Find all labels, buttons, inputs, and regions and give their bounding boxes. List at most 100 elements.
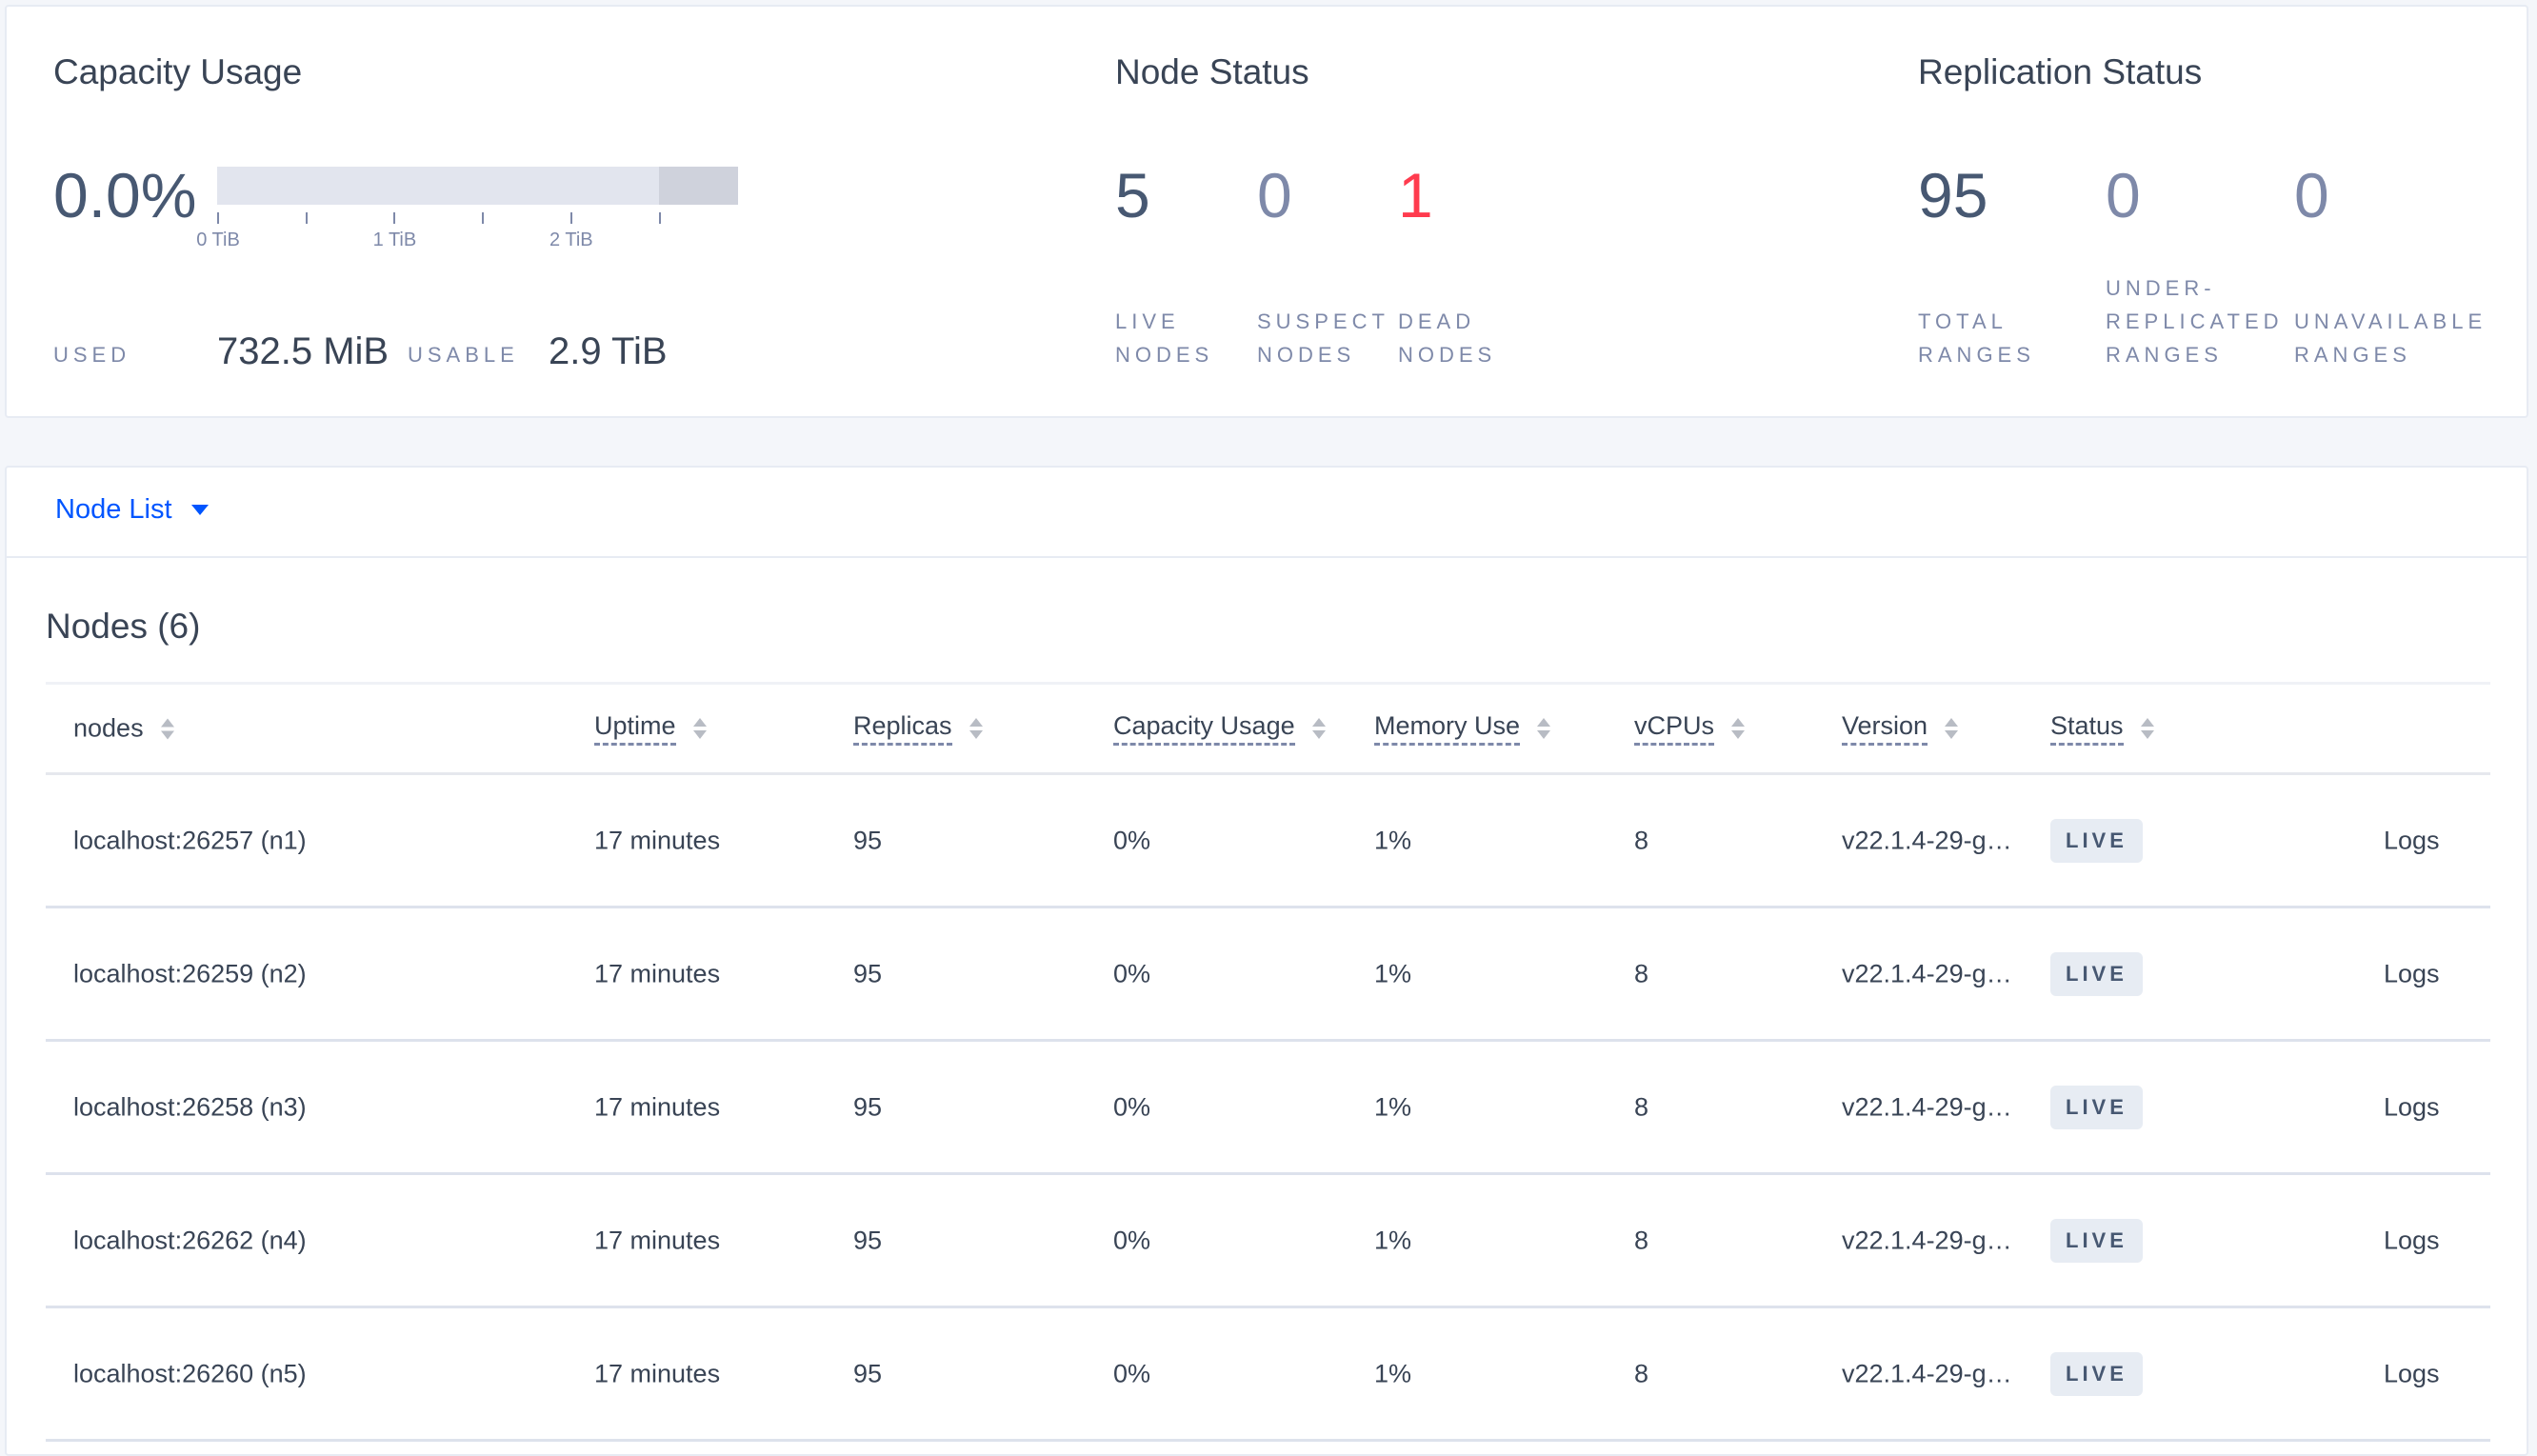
stat-label: UNAVAILABLE <box>2294 309 2487 333</box>
capacity-usage-title: Capacity Usage <box>53 52 303 91</box>
table-row: localhost:26258 (n3) 17 minutes 95 0% 1% 8 v22… <box>46 1042 2490 1175</box>
stat-value: 0 <box>2106 160 2141 230</box>
sort-icon[interactable] <box>969 718 983 739</box>
node-link[interactable]: localhost:26260 (n5) <box>73 1359 307 1387</box>
nodes-heading: Nodes (6) <box>46 607 201 646</box>
capacity-bar <box>217 167 738 205</box>
logs-link[interactable]: Logs <box>2384 1226 2440 1254</box>
vcpus-cell: 8 <box>1634 1092 1649 1121</box>
column-header-label: Memory Use <box>1374 711 1521 746</box>
column-header-vcpus[interactable]: vCPUs <box>1634 711 1746 746</box>
node-link[interactable]: localhost:26262 (n4) <box>73 1226 307 1254</box>
axis-tick-label: 2 TiB <box>549 229 593 250</box>
sort-icon[interactable] <box>692 718 707 739</box>
node-link[interactable]: localhost:26259 (n2) <box>73 959 307 987</box>
logs-link[interactable]: Logs <box>2384 1092 2440 1121</box>
sort-up-icon <box>160 718 174 727</box>
stat-label: NODES <box>1257 343 1356 367</box>
capacity-cell: 0% <box>1113 1092 1151 1121</box>
column-header-nodes[interactable]: nodes <box>73 714 174 744</box>
sort-icon[interactable] <box>1731 718 1746 739</box>
axis-tick <box>658 212 661 224</box>
sort-up-icon <box>1537 718 1551 727</box>
column-header-label: Version <box>1842 711 1928 746</box>
uptime-cell: 17 minutes <box>594 1226 721 1254</box>
axis-tick-label: 1 TiB <box>372 229 417 250</box>
sort-up-icon <box>969 718 983 727</box>
divider <box>7 556 2527 558</box>
axis-tick <box>482 212 485 224</box>
column-header-version[interactable]: Version <box>1842 711 1959 746</box>
column-header-replicas[interactable]: Replicas <box>853 711 983 746</box>
axis-tick <box>569 212 572 224</box>
node-list-card: Node List Nodes (6) nodes Uptime Replicas C… <box>5 466 2528 1456</box>
sort-icon[interactable] <box>160 718 174 739</box>
version-cell: v22.1.4-29-g… <box>1842 826 2012 854</box>
sort-down-icon <box>692 730 707 739</box>
sort-icon[interactable] <box>1537 718 1551 739</box>
capacity-cell: 0% <box>1113 1359 1151 1387</box>
used-value: 732.5 MiB <box>217 330 390 372</box>
stat-label: TOTAL <box>1918 309 2008 333</box>
sort-down-icon <box>1537 730 1551 739</box>
uptime-cell: 17 minutes <box>594 1092 721 1121</box>
used-label: USED <box>53 343 131 367</box>
column-header-capacity-usage[interactable]: Capacity Usage <box>1113 711 1326 746</box>
table-row: localhost:26262 (n4) 17 minutes 95 0% 1% 8 v22… <box>46 1175 2490 1308</box>
node-list-dropdown-label: Node List <box>55 494 172 525</box>
stat-label: DEAD <box>1398 309 1476 333</box>
axis-tick <box>393 212 396 224</box>
column-header-memory-use[interactable]: Memory Use <box>1374 711 1551 746</box>
stat-value: 0 <box>1257 160 1292 230</box>
stat-label: REPLICATED <box>2106 309 2284 333</box>
column-header-label: nodes <box>73 713 144 743</box>
nodes-table: nodes Uptime Replicas Capacity Usage Memory … <box>46 682 2490 1442</box>
version-cell: v22.1.4-29-g… <box>1842 959 2012 987</box>
stat-label: NODES <box>1398 343 1497 367</box>
axis-tick <box>217 212 219 224</box>
column-header-status[interactable]: Status <box>2050 711 2154 746</box>
stat-value: 1 <box>1398 160 1433 230</box>
node-status-title: Node Status <box>1115 52 1309 91</box>
sort-up-icon <box>1311 718 1326 727</box>
node-list-dropdown[interactable]: Node List <box>55 494 209 526</box>
replicas-cell: 95 <box>853 1359 883 1387</box>
sort-down-icon <box>2140 730 2154 739</box>
replicas-cell: 95 <box>853 826 883 854</box>
sort-up-icon <box>692 718 707 727</box>
stat-label: UNDER- <box>2106 276 2216 300</box>
table-row: localhost:26260 (n5) 17 minutes 95 0% 1% 8 v22… <box>46 1308 2490 1442</box>
sort-icon[interactable] <box>1945 718 1959 739</box>
usable-label: USABLE <box>408 343 519 367</box>
capacity-cell: 0% <box>1113 826 1151 854</box>
memory-cell: 1% <box>1374 959 1412 987</box>
column-header-uptime[interactable]: Uptime <box>594 711 707 746</box>
sort-icon[interactable] <box>1311 718 1326 739</box>
sort-up-icon <box>1731 718 1746 727</box>
stat-label: NODES <box>1115 343 1214 367</box>
column-header-label: Capacity Usage <box>1113 711 1295 746</box>
node-link[interactable]: localhost:26258 (n3) <box>73 1092 307 1121</box>
table-row: localhost:26257 (n1) 17 minutes 95 0% 1% 8 v22… <box>46 775 2490 908</box>
logs-link[interactable]: Logs <box>2384 1359 2440 1387</box>
node-link[interactable]: localhost:26257 (n1) <box>73 826 307 854</box>
capacity-bar-remaining <box>658 167 738 205</box>
memory-cell: 1% <box>1374 826 1412 854</box>
sort-icon[interactable] <box>2140 718 2154 739</box>
uptime-cell: 17 minutes <box>594 826 721 854</box>
vcpus-cell: 8 <box>1634 959 1649 987</box>
stat-value: 0 <box>2294 160 2329 230</box>
usable-value: 2.9 TiB <box>549 330 668 372</box>
capacity-cell: 0% <box>1113 959 1151 987</box>
replication-status-title: Replication Status <box>1918 52 2203 91</box>
column-header-label: Uptime <box>594 711 676 746</box>
column-header-label: vCPUs <box>1634 711 1715 746</box>
memory-cell: 1% <box>1374 1226 1412 1254</box>
capacity-percent: 0.0% <box>53 160 197 230</box>
logs-link[interactable]: Logs <box>2384 959 2440 987</box>
memory-cell: 1% <box>1374 1092 1412 1121</box>
sort-down-icon <box>969 730 983 739</box>
logs-link[interactable]: Logs <box>2384 826 2440 854</box>
status-badge: LIVE <box>2050 1085 2143 1129</box>
sort-down-icon <box>1945 730 1959 739</box>
